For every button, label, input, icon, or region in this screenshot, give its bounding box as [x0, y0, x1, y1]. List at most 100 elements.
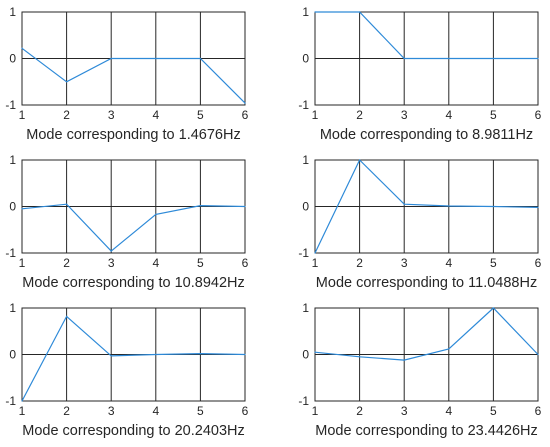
data-point — [492, 307, 494, 309]
y-tick-label: 1 — [9, 153, 16, 167]
data-point — [448, 205, 450, 207]
x-tick-label: 1 — [312, 404, 319, 418]
x-tick-label: 5 — [490, 256, 497, 270]
data-point — [244, 353, 246, 356]
panel-caption: Mode corresponding to 8.9811Hz — [320, 127, 533, 143]
y-tick-label: -1 — [5, 394, 16, 408]
x-tick-label: 6 — [242, 256, 249, 270]
data-point — [155, 353, 157, 356]
x-tick-label: 2 — [356, 108, 363, 122]
y-tick-label: 1 — [302, 153, 309, 167]
mode-shape-line — [21, 315, 246, 402]
y-tick-label: -1 — [298, 246, 309, 260]
y-tick-label: -1 — [5, 98, 16, 112]
mode-shape-line — [314, 307, 539, 361]
x-tick-label: 5 — [490, 108, 497, 122]
panel-caption: Mode corresponding to 20.2403Hz — [22, 423, 244, 439]
data-point — [244, 205, 246, 208]
y-tick-label: 1 — [302, 5, 309, 19]
y-tick-label: -1 — [5, 246, 16, 260]
y-tick-label: 0 — [9, 52, 16, 66]
data-point — [403, 57, 405, 60]
data-point — [21, 47, 23, 49]
data-point — [244, 102, 246, 104]
panel-caption: Mode corresponding to 10.8942Hz — [22, 275, 244, 291]
x-tick-label: 1 — [19, 404, 26, 418]
x-tick-label: 3 — [401, 256, 408, 270]
mode-shape-line — [21, 203, 246, 252]
data-point — [66, 203, 68, 205]
x-tick-label: 5 — [197, 256, 204, 270]
mode-shape-line — [314, 158, 539, 254]
data-point — [448, 57, 450, 60]
x-tick-label: 6 — [535, 256, 542, 270]
data-point — [314, 252, 316, 254]
x-tick-label: 2 — [356, 256, 363, 270]
x-tick-label: 6 — [535, 108, 542, 122]
x-tick-label: 6 — [535, 404, 542, 418]
x-tick-label: 4 — [445, 404, 452, 418]
x-tick-label: 1 — [312, 256, 319, 270]
x-tick-label: 4 — [152, 404, 159, 418]
panel-caption: Mode corresponding to 1.4676Hz — [26, 127, 240, 143]
data-point — [155, 213, 157, 216]
y-tick-label: 1 — [9, 5, 16, 19]
data-point — [110, 250, 112, 252]
data-point — [492, 205, 494, 208]
data-point — [66, 315, 68, 317]
x-tick-label: 5 — [197, 404, 204, 418]
y-tick-label: 0 — [302, 200, 309, 214]
data-point — [110, 355, 112, 357]
data-point — [403, 359, 405, 361]
x-tick-label: 4 — [152, 256, 159, 270]
x-tick-label: 5 — [490, 404, 497, 418]
y-tick-label: -1 — [298, 394, 309, 408]
x-tick-label: 6 — [242, 108, 249, 122]
data-point — [537, 206, 539, 209]
x-tick-label: 1 — [312, 108, 319, 122]
panel-caption: Mode corresponding to 11.0488Hz — [316, 275, 537, 291]
data-point — [21, 400, 23, 402]
x-tick-label: 2 — [356, 404, 363, 418]
data-point — [403, 203, 405, 205]
x-tick-label: 3 — [108, 108, 115, 122]
data-point — [448, 348, 450, 350]
data-point — [66, 81, 68, 83]
data-point — [537, 57, 539, 60]
x-tick-label: 4 — [152, 108, 159, 122]
y-tick-label: 0 — [9, 348, 16, 362]
data-point — [537, 353, 539, 356]
x-tick-label: 1 — [19, 256, 26, 270]
x-tick-label: 4 — [445, 256, 452, 270]
y-tick-label: 1 — [302, 301, 309, 315]
data-point — [155, 57, 157, 60]
y-tick-label: 0 — [302, 52, 309, 66]
data-point — [314, 11, 316, 13]
x-tick-label: 5 — [197, 108, 204, 122]
x-tick-label: 2 — [63, 108, 70, 122]
x-tick-label: 2 — [63, 404, 70, 418]
data-point — [199, 57, 201, 60]
x-tick-label: 3 — [401, 404, 408, 418]
data-point — [110, 57, 112, 60]
x-tick-label: 6 — [242, 404, 249, 418]
y-tick-label: 1 — [9, 301, 16, 315]
x-tick-label: 3 — [108, 256, 115, 270]
y-tick-label: -1 — [298, 98, 309, 112]
x-tick-label: 3 — [401, 108, 408, 122]
x-tick-label: 1 — [19, 108, 26, 122]
data-point — [359, 356, 361, 358]
panel-caption: Mode corresponding to 23.4426Hz — [315, 423, 537, 439]
data-point — [359, 159, 361, 161]
x-tick-label: 3 — [108, 404, 115, 418]
y-tick-label: 0 — [9, 200, 16, 214]
data-point — [199, 352, 201, 355]
data-point — [21, 208, 23, 210]
